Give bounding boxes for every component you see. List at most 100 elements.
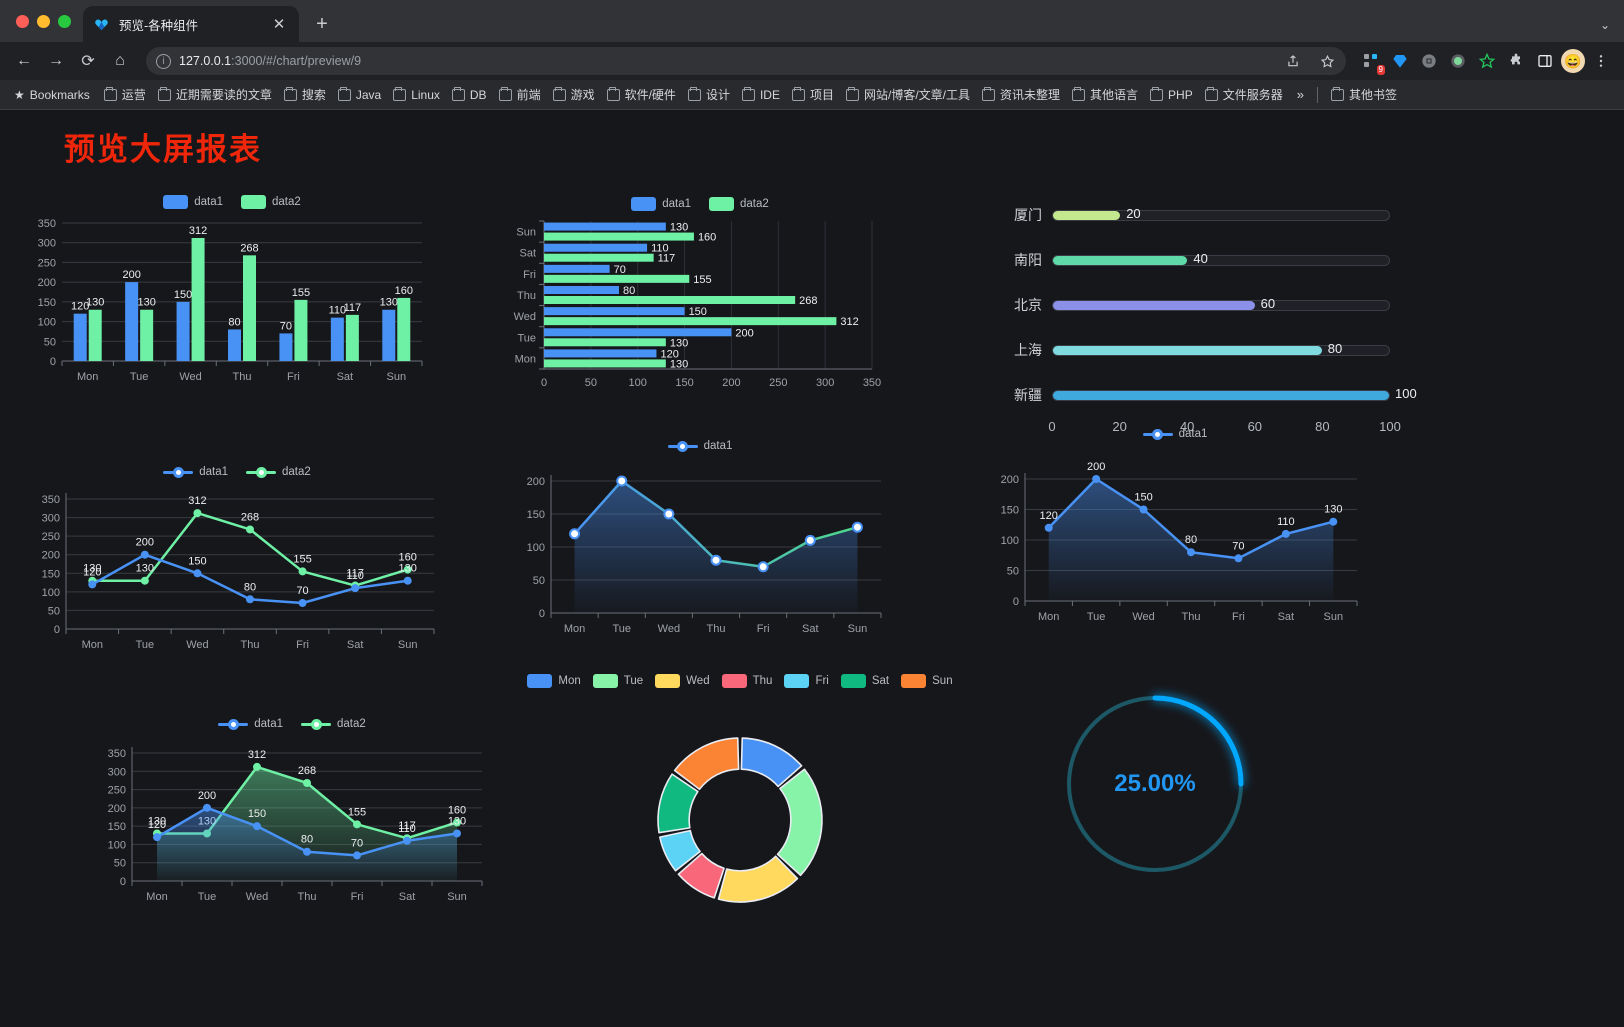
- chart-area-dual[interactable]: data1 data2 0 50 100 150 200 250 300 350 Mon Tue W…: [82, 717, 502, 936]
- legend-item-sat[interactable]: Sat: [840, 674, 889, 688]
- legend-item-data1[interactable]: data1: [163, 465, 228, 479]
- bookmark-folder[interactable]: 网站/博客/文章/工具: [840, 83, 976, 106]
- chart-area-single[interactable]: data1 0 50 100 150 200 Mon Tue Wed Thu Fri Sat Sun 1…: [975, 427, 1375, 656]
- bookmarks-root[interactable]: ★ Bookmarks: [8, 85, 96, 105]
- progress-row[interactable]: 北京 60: [1000, 295, 1390, 315]
- x-tick-label: 0: [541, 377, 547, 389]
- legend-item-data1[interactable]: data1: [163, 195, 223, 209]
- bookmark-folder[interactable]: Java: [332, 85, 387, 105]
- other-bookmarks-folder[interactable]: 其他书签: [1325, 83, 1403, 106]
- home-icon[interactable]: ⌂: [115, 52, 125, 69]
- close-icon[interactable]: ✕: [272, 16, 286, 33]
- legend-item-data1[interactable]: data1: [218, 717, 283, 731]
- bookmark-folder[interactable]: 文件服务器: [1199, 83, 1289, 106]
- forward-icon[interactable]: →: [48, 52, 64, 69]
- x-tick-label: Wed: [1132, 611, 1154, 623]
- bookmark-folder[interactable]: 搜索: [278, 83, 332, 106]
- x-tick-label: Mon: [82, 639, 103, 651]
- command-icon[interactable]: [1416, 48, 1442, 74]
- bookmarks-overflow-button[interactable]: »: [1296, 87, 1304, 102]
- info-icon[interactable]: i: [156, 53, 171, 69]
- legend-item-fri[interactable]: Fri: [784, 674, 829, 688]
- bookmark-folder[interactable]: Linux: [387, 85, 446, 105]
- bookmark-folder[interactable]: 其他语言: [1066, 83, 1144, 106]
- progress-track[interactable]: 20: [1052, 206, 1390, 221]
- pie-slice[interactable]: [659, 829, 701, 872]
- close-window-button[interactable]: [16, 14, 29, 28]
- extensions-grid-icon[interactable]: 9: [1358, 48, 1385, 75]
- legend-swatch: [655, 674, 681, 688]
- puzzle-icon[interactable]: [1503, 48, 1529, 74]
- chevron-down-icon[interactable]: ⌄: [1599, 18, 1610, 32]
- pie-slice[interactable]: [673, 737, 740, 791]
- progress-row[interactable]: 新疆 100: [1000, 385, 1417, 405]
- data-point: [757, 561, 769, 573]
- pie-slice[interactable]: [776, 768, 823, 877]
- sidepanel-icon[interactable]: [1532, 48, 1558, 74]
- share-icon[interactable]: [1280, 48, 1306, 74]
- pie-slice[interactable]: [740, 737, 803, 788]
- kebab-menu-icon[interactable]: [1588, 48, 1614, 74]
- progress-track[interactable]: 100: [1052, 386, 1417, 401]
- avatar[interactable]: 😄: [1561, 49, 1585, 73]
- chart-line-gradient[interactable]: data1 0 50 100 150 200 Mon Tue Wed Thu Fri Sat Sun: [505, 439, 895, 668]
- legend-item-thu[interactable]: Thu: [721, 674, 772, 688]
- back-icon[interactable]: ←: [16, 52, 32, 69]
- progress-row[interactable]: 上海 80: [1000, 340, 1390, 360]
- legend-item-tue[interactable]: Tue: [592, 674, 643, 688]
- star-green-icon[interactable]: [1474, 48, 1500, 74]
- maximize-window-button[interactable]: [58, 14, 71, 28]
- progress-track[interactable]: 60: [1052, 296, 1390, 311]
- reload-icon[interactable]: ⟳: [81, 53, 95, 70]
- chart-line-dual[interactable]: data1 data2 0 50 100 150 200 250 300 350 Mon Tue W…: [22, 465, 452, 684]
- bookmark-folder[interactable]: 运营: [98, 83, 152, 106]
- legend-item-data2[interactable]: data2: [246, 465, 311, 479]
- bookmark-folder[interactable]: PHP: [1144, 85, 1199, 105]
- chart-donut[interactable]: Mon Tue Wed Thu Fri Sat Sun: [520, 674, 960, 923]
- legend-item-mon[interactable]: Mon: [527, 674, 581, 688]
- heart-icon: [93, 16, 110, 33]
- bookmark-folder[interactable]: 游戏: [547, 83, 601, 106]
- bookmark-folder[interactable]: 设计: [682, 83, 736, 106]
- y-tick-label: 0: [539, 608, 545, 620]
- bar-value-label: 110: [651, 243, 669, 255]
- progress-row[interactable]: 南阳 40: [1000, 250, 1390, 270]
- chart-bar-vertical[interactable]: data1 data2 0 50 100 150 200 250 300 350 Mon 120 1…: [22, 195, 442, 404]
- legend-item-data2[interactable]: data2: [241, 195, 301, 209]
- legend-item-data1[interactable]: data1: [667, 439, 732, 453]
- bar-value-label: 120: [660, 348, 678, 360]
- bookmark-folder[interactable]: DB: [446, 85, 493, 105]
- bookmark-folder[interactable]: 前端: [493, 83, 547, 106]
- legend-item-data2[interactable]: data2: [709, 197, 769, 211]
- pie-slice[interactable]: [677, 852, 725, 899]
- bar-value-label: 117: [344, 302, 362, 314]
- bookmark-folder[interactable]: 项目: [786, 83, 840, 106]
- chart-progress-list[interactable]: 厦门 20 南阳 40 北京 60 上海 80 新疆 100 0 20 40 60 80 100: [1000, 197, 1417, 437]
- new-tab-button[interactable]: +: [316, 12, 328, 35]
- minimize-window-button[interactable]: [37, 14, 50, 28]
- bookmark-label: 前端: [516, 88, 541, 102]
- legend-item-data1[interactable]: data1: [1142, 427, 1207, 441]
- bookmark-folder[interactable]: 软件/硬件: [601, 83, 682, 106]
- progress-track[interactable]: 40: [1052, 251, 1390, 266]
- address-bar[interactable]: i 127.0.0.1:3000/#/chart/preview/9: [146, 47, 1346, 75]
- legend-item-wed[interactable]: Wed: [655, 674, 710, 688]
- chart-bar-horizontal[interactable]: data1 data2 0 50 100 150 200 250 300 350 Sun 130 1…: [500, 197, 900, 406]
- progress-track[interactable]: 80: [1052, 341, 1390, 356]
- pie-slice[interactable]: [717, 855, 799, 903]
- progress-row[interactable]: 厦门 20: [1000, 205, 1390, 225]
- legend-item-sun[interactable]: Sun: [901, 674, 953, 688]
- bookmark-folder[interactable]: 资讯未整理: [976, 83, 1066, 106]
- diamond-icon[interactable]: [1387, 48, 1413, 74]
- legend-item-data2[interactable]: data2: [301, 717, 366, 731]
- browser-tab[interactable]: 预览-各种组件 ✕: [83, 6, 299, 42]
- circle-green-icon[interactable]: [1445, 48, 1471, 74]
- chart-gauge[interactable]: 25.00%: [1055, 684, 1265, 884]
- data-point: [193, 569, 202, 578]
- legend-item-data1[interactable]: data1: [631, 197, 691, 211]
- x-tick-label: Wed: [186, 639, 208, 651]
- bookmark-folder[interactable]: 近期需要读的文章: [152, 83, 278, 106]
- pie-slice[interactable]: [657, 773, 699, 834]
- star-outline-icon[interactable]: [1314, 48, 1340, 74]
- bookmark-folder[interactable]: IDE: [736, 85, 786, 105]
